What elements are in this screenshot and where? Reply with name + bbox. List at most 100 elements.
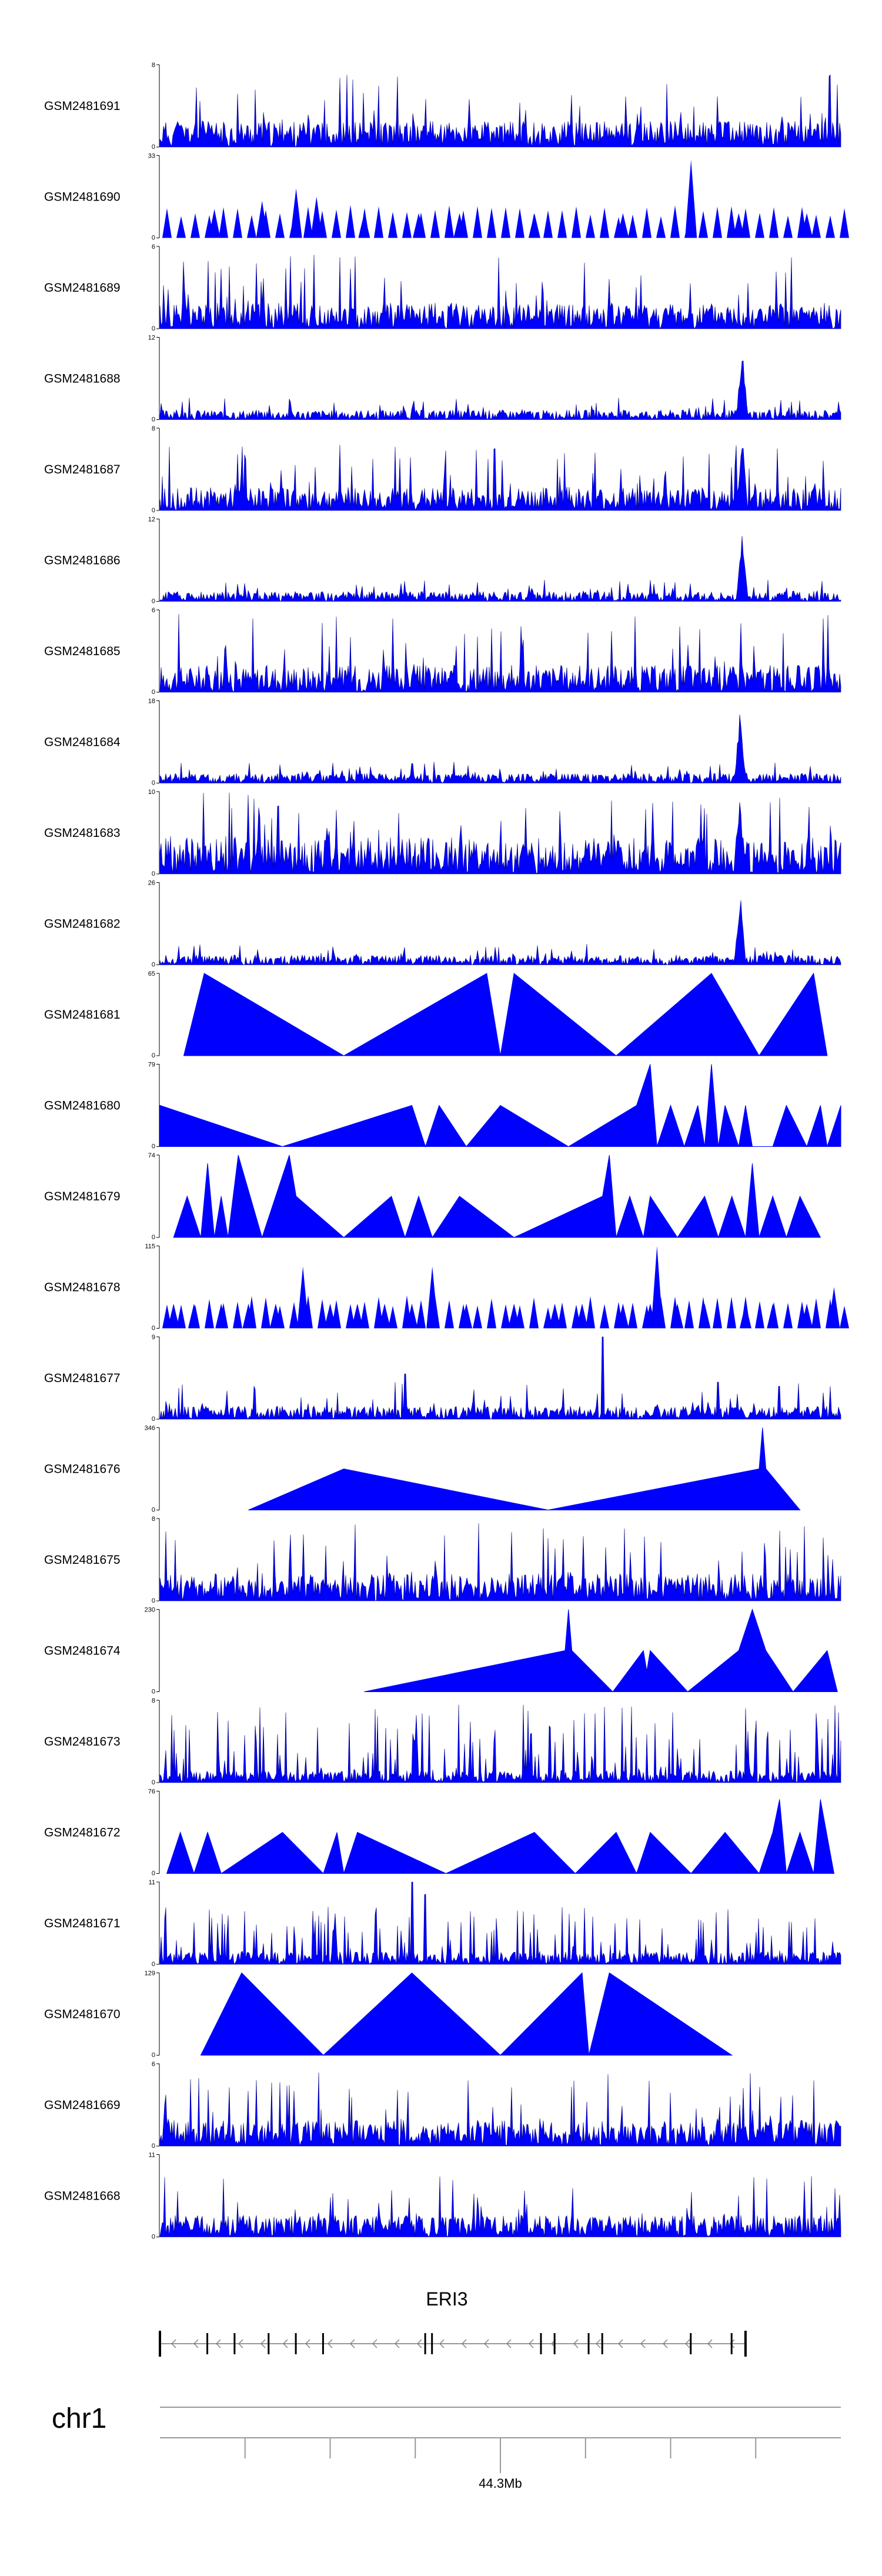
y-tick-label-min: 0 [152,1052,155,1059]
track-GSM2481686: GSM2481686 12 0 [44,516,841,605]
exon [690,2333,692,2354]
strand-arrow [663,2339,668,2348]
y-tick-label-max: 11 [149,2152,155,2159]
strand-arrow [484,2339,489,2348]
coverage-area [159,255,841,329]
exon [744,2331,747,2357]
track-label: GSM2481671 [44,1917,121,1930]
y-tick-label-min: 0 [152,2234,155,2241]
y-tick-label-min: 0 [152,1779,155,1786]
y-tick-label-max: 79 [148,1062,155,1069]
coverage-area [159,2176,841,2237]
track-GSM2481689: GSM2481689 6 0 [44,243,841,332]
strand-arrow [529,2339,534,2348]
strand-arrow [395,2339,400,2348]
y-tick-label-max: 26 [148,880,155,887]
coverage-area [166,1799,834,1875]
y-tick-label-min: 0 [152,325,155,332]
strand-arrow [462,2339,467,2348]
strand-arrow [305,2339,310,2348]
y-tick-label-max: 6 [152,607,155,614]
y-tick-label-min: 0 [152,2052,155,2059]
y-tick-label-max: 6 [152,243,155,251]
exon [601,2333,603,2354]
exon [540,2333,542,2354]
y-tick-label-min: 0 [152,598,155,605]
y-tick-label-max: 10 [148,789,155,796]
track-label: GSM2481676 [44,1463,121,1476]
track-label: GSM2481681 [44,1008,121,1022]
strand-arrow [439,2339,445,2348]
track-label: GSM2481687 [44,463,121,476]
y-tick-label-max: 129 [145,1970,155,1977]
exon [431,2333,433,2354]
track-label: GSM2481680 [44,1099,121,1113]
exon [233,2333,236,2354]
coverage-area [159,2072,841,2147]
track-label: GSM2481685 [44,645,121,658]
y-tick-label-min: 0 [152,962,155,969]
exon [424,2333,426,2354]
y-tick-label-min: 0 [152,235,155,242]
strand-arrow [730,2339,735,2348]
track-label: GSM2481688 [44,372,121,386]
strand-arrow [328,2339,333,2348]
track-GSM2481672: GSM2481672 76 0 [44,1788,834,1877]
exon [206,2333,209,2354]
y-tick-label-min: 0 [152,1689,155,1696]
y-tick-label-max: 9 [152,1334,155,1341]
coverage-area [159,1523,841,1601]
y-tick-label-max: 346 [145,1425,155,1432]
strand-arrow [685,2339,690,2348]
coverage-area [173,1154,821,1239]
coverage-area [159,792,841,875]
track-GSM2481671: GSM2481671 11 0 [44,1879,841,1968]
track-GSM2481669: GSM2481669 6 0 [44,2061,841,2150]
y-tick-label-min: 0 [152,780,155,787]
y-tick-label-max: 12 [148,335,155,342]
y-tick-label-max: 8 [152,1516,155,1523]
track-label: GSM2481678 [44,1281,121,1294]
track-label: GSM2481669 [44,2098,121,2112]
track-GSM2481678: GSM2481678 115 0 [44,1243,849,1332]
y-tick-label-min: 0 [152,144,155,151]
track-GSM2481677: GSM2481677 9 0 [44,1334,841,1423]
genome-axis-track: chr1 44.3Mb [52,2403,841,2491]
y-tick-label-min: 0 [152,416,155,423]
y-tick-label-max: 12 [148,516,155,523]
track-GSM2481688: GSM2481688 12 0 [44,335,841,423]
strand-arrow [618,2339,623,2348]
coverage-area [159,900,841,966]
coverage-area [159,1881,841,1966]
strand-arrow [596,2339,601,2348]
exon [268,2333,270,2354]
y-tick-label-min: 0 [152,507,155,514]
exon [159,2331,161,2357]
y-tick-label-max: 11 [149,1879,155,1886]
y-tick-label-max: 8 [152,1697,155,1704]
strand-arrow [171,2339,176,2348]
coverage-tracks: GSM248169180GSM2481690330GSM248168960GSM… [44,62,849,2241]
exon [730,2333,733,2354]
coverage-area [159,74,841,148]
strand-arrow [707,2339,713,2348]
strand-arrow [350,2339,355,2348]
exon [587,2333,590,2354]
track-label: GSM2481690 [44,191,121,204]
coverage-area [364,1608,838,1693]
y-tick-label-min: 0 [152,2143,155,2150]
track-GSM2481685: GSM2481685 6 0 [44,607,841,696]
track-label: GSM2481672 [44,1826,121,1840]
track-label: GSM2481683 [44,826,121,840]
coverage-area [159,715,841,784]
track-GSM2481687: GSM2481687 8 0 [44,425,841,514]
coverage-area [159,536,841,602]
track-GSM2481679: GSM2481679 74 0 [44,1152,821,1241]
strand-arrow [506,2339,512,2348]
track-label: GSM2481677 [44,1372,121,1385]
track-label: GSM2481691 [44,99,121,113]
chromosome-label: chr1 [52,2403,106,2434]
track-label: GSM2481668 [44,2190,121,2203]
coverage-area [160,1246,849,1329]
